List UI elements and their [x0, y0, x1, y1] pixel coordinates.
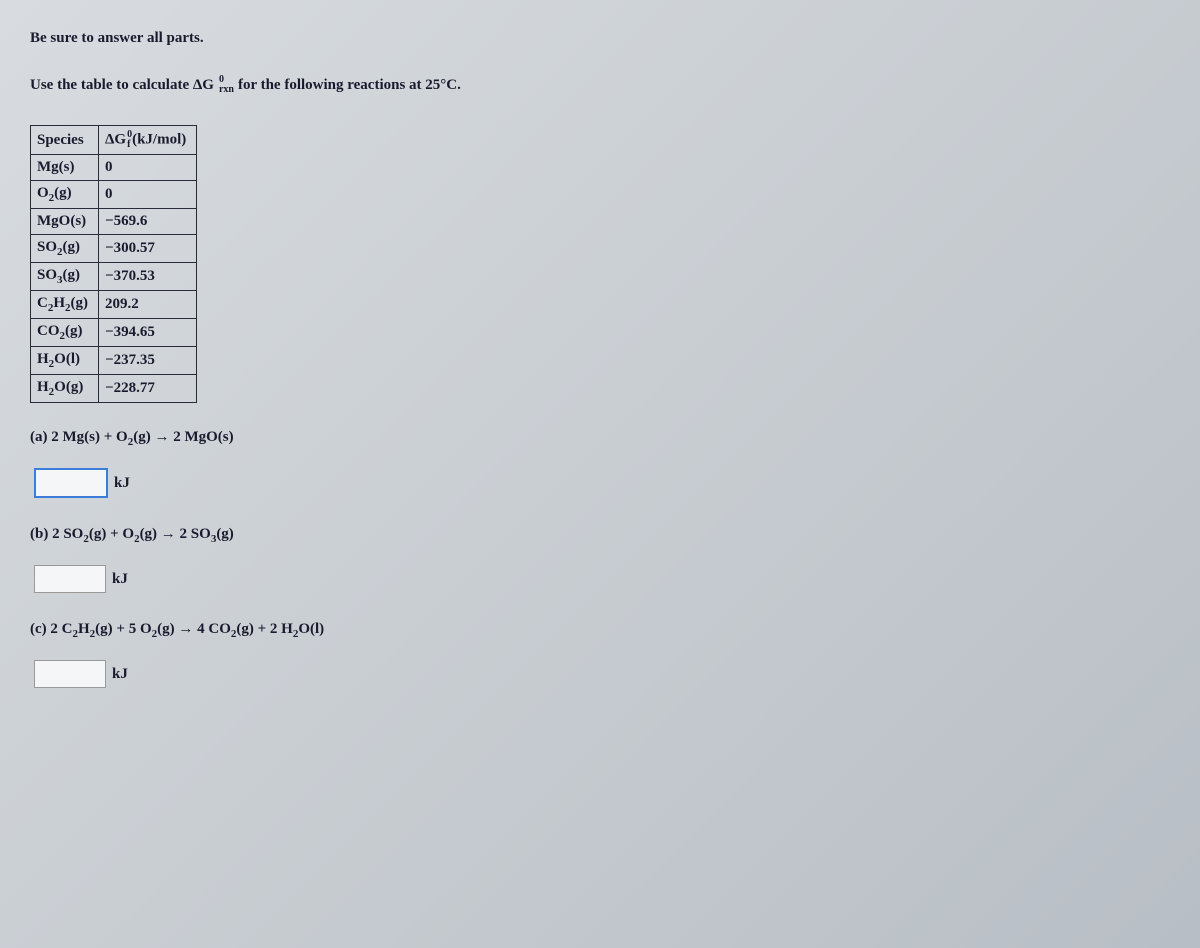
table-row: H2O(l)−237.35	[31, 347, 197, 375]
cell-species: MgO(s)	[31, 209, 99, 235]
table-row: C2H2(g)209.2	[31, 291, 197, 319]
answer-row-c: kJ	[34, 660, 1170, 688]
cell-species: C2H2(g)	[31, 291, 99, 319]
cell-species: H2O(l)	[31, 347, 99, 375]
question-b-text: (b) 2 SO2(g) + O2(g) → 2 SO3(g)	[30, 526, 1170, 545]
table-row: O2(g)0	[31, 181, 197, 209]
answer-input-b[interactable]	[34, 565, 106, 593]
cell-value: −370.53	[99, 263, 197, 291]
unit-c: kJ	[112, 666, 128, 683]
cell-value: 0	[99, 181, 197, 209]
table-body: Mg(s)0O2(g)0MgO(s)−569.6SO2(g)−300.57SO3…	[31, 155, 197, 403]
cell-value: −237.35	[99, 347, 197, 375]
answer-input-c[interactable]	[34, 660, 106, 688]
worksheet-content: Be sure to answer all parts. Use the tab…	[0, 0, 1200, 746]
prompt-line: Use the table to calculate ΔG 0 rxn for …	[30, 75, 1170, 95]
cell-value: 0	[99, 155, 197, 181]
answer-input-a[interactable]	[34, 468, 108, 498]
header-dg-base: ΔG	[105, 131, 126, 147]
table-row: SO3(g)−370.53	[31, 263, 197, 291]
header-species: Species	[31, 126, 99, 155]
unit-a: kJ	[114, 475, 130, 492]
prompt-suffix: for the following reactions at 25°C.	[238, 77, 461, 94]
answer-row-b: kJ	[34, 565, 1170, 593]
cell-species: H2O(g)	[31, 375, 99, 403]
cell-value: −394.65	[99, 319, 197, 347]
species-table: Species ΔG0f(kJ/mol) Mg(s)0O2(g)0MgO(s)−…	[30, 125, 197, 403]
delta-g-supsub: 0 rxn	[219, 75, 234, 95]
header-delta-g: ΔG0f(kJ/mol)	[99, 126, 197, 155]
question-c-text: (c) 2 C2H2(g) + 5 O2(g) → 4 CO2(g) + 2 H…	[30, 621, 1170, 640]
unit-b: kJ	[112, 571, 128, 588]
prompt-sub: rxn	[219, 85, 234, 95]
header-dg-unit: (kJ/mol)	[132, 131, 186, 147]
question-b: (b) 2 SO2(g) + O2(g) → 2 SO3(g) kJ	[30, 526, 1170, 593]
question-a-text: (a) 2 Mg(s) + O2(g) → 2 MgO(s)	[30, 429, 1170, 448]
table-row: H2O(g)−228.77	[31, 375, 197, 403]
instruction-text: Be sure to answer all parts.	[30, 30, 1170, 47]
question-c: (c) 2 C2H2(g) + 5 O2(g) → 4 CO2(g) + 2 H…	[30, 621, 1170, 688]
cell-species: SO3(g)	[31, 263, 99, 291]
prompt-prefix: Use the table to calculate ΔG	[30, 77, 214, 94]
cell-species: CO2(g)	[31, 319, 99, 347]
question-a: (a) 2 Mg(s) + O2(g) → 2 MgO(s) kJ	[30, 429, 1170, 498]
cell-species: O2(g)	[31, 181, 99, 209]
table-row: SO2(g)−300.57	[31, 235, 197, 263]
cell-species: SO2(g)	[31, 235, 99, 263]
cell-species: Mg(s)	[31, 155, 99, 181]
table-header-row: Species ΔG0f(kJ/mol)	[31, 126, 197, 155]
table-row: Mg(s)0	[31, 155, 197, 181]
table-row: MgO(s)−569.6	[31, 209, 197, 235]
cell-value: −300.57	[99, 235, 197, 263]
cell-value: 209.2	[99, 291, 197, 319]
answer-row-a: kJ	[34, 468, 1170, 498]
cell-value: −228.77	[99, 375, 197, 403]
cell-value: −569.6	[99, 209, 197, 235]
table-row: CO2(g)−394.65	[31, 319, 197, 347]
